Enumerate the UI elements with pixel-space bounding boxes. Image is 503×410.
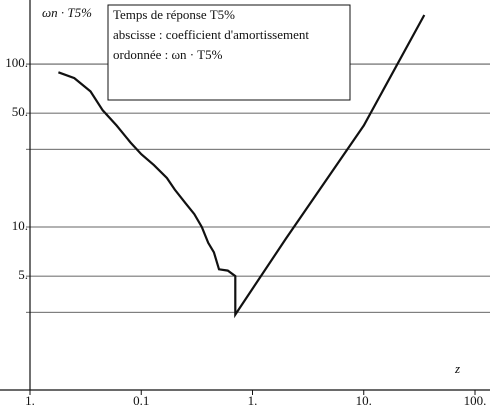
y-tick-label: 10. bbox=[12, 218, 28, 233]
y-tick-label: 100. bbox=[5, 55, 28, 70]
x-tick-label: 1. bbox=[25, 393, 35, 408]
x-tick-label: 1. bbox=[248, 393, 258, 408]
x-tick-label: 10. bbox=[356, 393, 372, 408]
y-tick-label: 50. bbox=[12, 104, 28, 119]
legend-line: abscisse : coefficient d'amortissement bbox=[113, 27, 309, 42]
x-tick-label: 0.1 bbox=[133, 393, 149, 408]
y-axis-label: ωn · T5% bbox=[42, 5, 92, 20]
x-axis-label: z bbox=[454, 361, 460, 376]
data-line bbox=[58, 14, 426, 319]
legend-box bbox=[107, 4, 351, 101]
legend-line: Temps de réponse T5% bbox=[113, 7, 235, 22]
legend-line: ordonnée : ωn · T5% bbox=[113, 47, 223, 62]
x-tick-label: 100. bbox=[464, 393, 487, 408]
y-tick-label: 5. bbox=[18, 267, 28, 282]
